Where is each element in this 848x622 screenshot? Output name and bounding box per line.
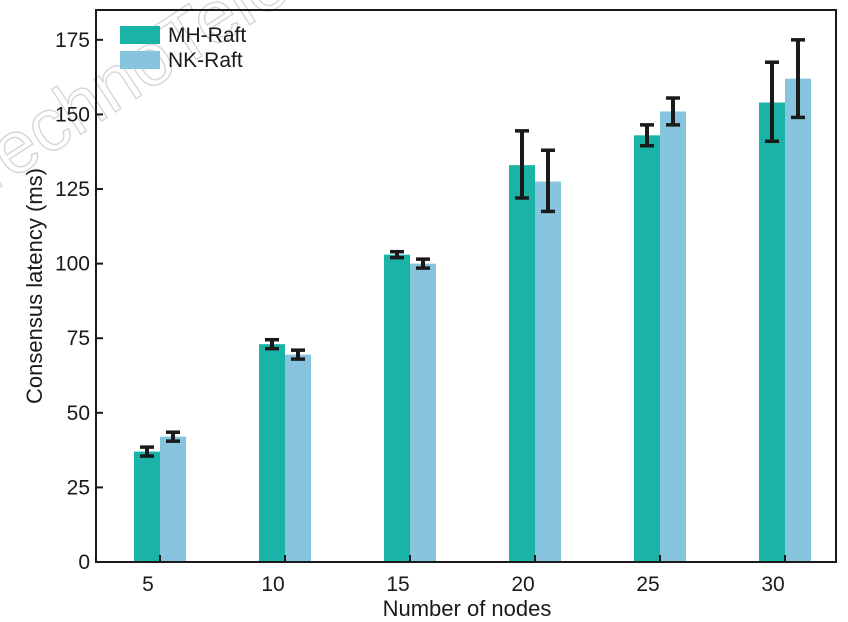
legend-swatch-nk-raft (120, 51, 160, 69)
y-axis-title: Consensus latency (ms) (22, 168, 47, 404)
error-bar-mh-raft-10 (265, 337, 279, 351)
x-tick-label: 10 (261, 573, 284, 596)
plot-frame (95, 9, 837, 563)
legend-swatch-mh-raft (120, 26, 160, 44)
x-axis-title: Number of nodes (383, 596, 552, 621)
x-tick-label: 20 (511, 573, 534, 596)
bar-mh-raft-5 (134, 451, 160, 562)
legend-label-nk-raft: NK-Raft (168, 49, 243, 72)
bar-nk-raft-10 (285, 354, 311, 562)
x-tick-label: 30 (761, 573, 784, 596)
legend-label-mh-raft: MH-Raft (168, 24, 246, 47)
x-axis: 5 10 15 20 25 30 (142, 555, 786, 596)
y-tick-label: 0 (78, 551, 90, 574)
error-bar-nk-raft-25 (666, 96, 680, 127)
error-bar-nk-raft-10 (291, 348, 305, 361)
x-tick-label: 25 (636, 573, 659, 596)
error-bar-nk-raft-30 (791, 38, 805, 120)
x-tick-label: 15 (386, 573, 409, 596)
bar-nk-raft-30 (785, 78, 811, 563)
bar-mh-raft-15 (384, 254, 410, 562)
bar-nk-raft-15 (410, 263, 436, 562)
bar-mh-raft-30 (759, 102, 785, 562)
bars-layer (134, 78, 811, 563)
y-tick-label: 125 (55, 178, 90, 201)
y-axis: 0 25 50 75 100 125 150 175 (55, 29, 103, 574)
error-bar-mh-raft-30 (765, 60, 779, 144)
bar-nk-raft-25 (660, 111, 686, 563)
y-tick-label: 175 (55, 29, 90, 52)
error-bar-nk-raft-15 (416, 257, 430, 270)
error-bar-nk-raft-20 (541, 148, 555, 214)
bar-mh-raft-25 (634, 135, 660, 563)
x-tick-label: 5 (142, 573, 154, 596)
bar-mh-raft-20 (509, 165, 535, 563)
bar-mh-raft-10 (259, 344, 285, 562)
error-bar-mh-raft-5 (140, 445, 154, 458)
error-bar-mh-raft-20 (515, 129, 529, 200)
error-bars-layer (140, 38, 805, 458)
error-bar-mh-raft-25 (640, 123, 654, 148)
error-bar-mh-raft-15 (390, 249, 404, 260)
y-tick-label: 50 (67, 402, 90, 425)
bar-nk-raft-20 (535, 181, 561, 562)
error-bar-nk-raft-5 (166, 430, 180, 443)
y-tick-label: 75 (67, 327, 90, 350)
bar-nk-raft-5 (160, 436, 186, 562)
y-tick-label: 150 (55, 103, 90, 126)
y-tick-label: 100 (55, 253, 90, 276)
y-tick-label: 25 (67, 476, 90, 499)
